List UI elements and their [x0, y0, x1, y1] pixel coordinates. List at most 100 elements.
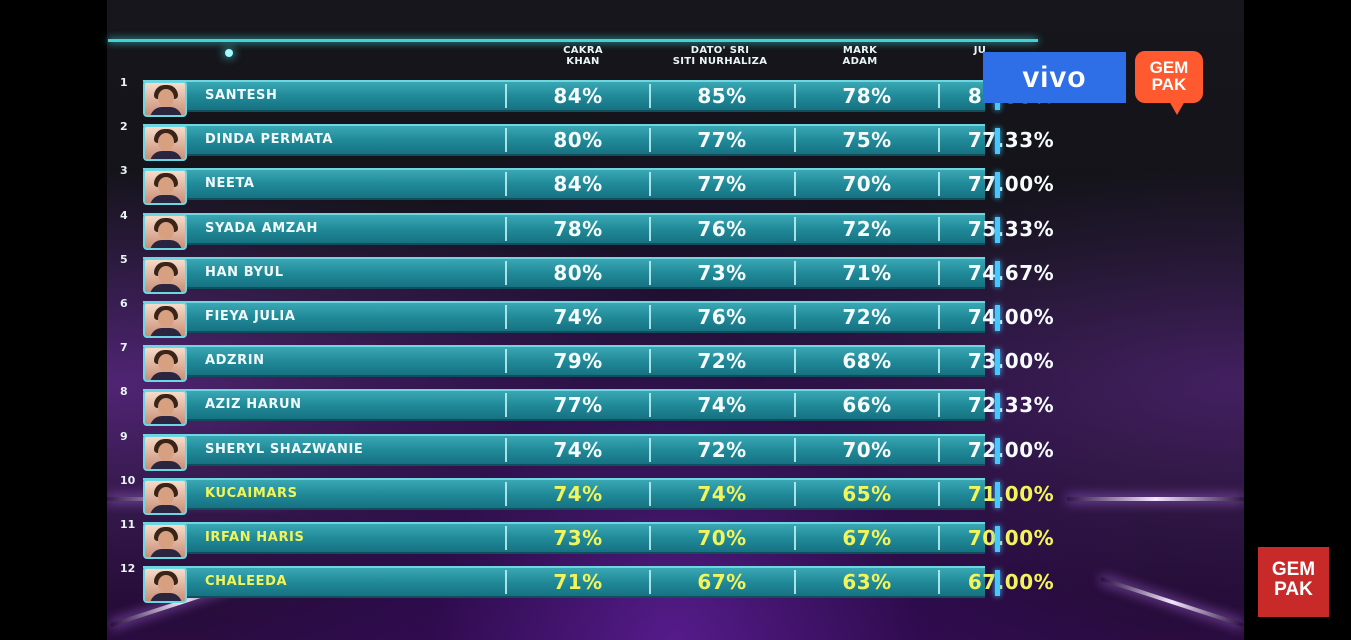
- average-score: 71.00%: [967, 482, 1055, 506]
- rank-number: 8: [120, 385, 128, 398]
- contestant-name: AZIZ HARUN: [205, 397, 302, 412]
- contestant-name: CHALEEDA: [205, 574, 288, 589]
- judge-header-4: JU: [973, 45, 987, 56]
- column-divider: [794, 217, 796, 241]
- judge-score: 76%: [697, 217, 747, 241]
- contestant-avatar: [143, 125, 187, 161]
- judge-score: 67%: [842, 526, 892, 550]
- row-endcap: [995, 172, 1000, 198]
- column-divider: [649, 438, 651, 462]
- column-divider: [505, 393, 507, 417]
- judge-score: 74%: [553, 482, 603, 506]
- column-divider: [938, 482, 940, 506]
- judge-score: 72%: [842, 305, 892, 329]
- stage-light-right: [1067, 497, 1244, 501]
- column-divider: [649, 570, 651, 594]
- scoreboard-frame-top: [108, 39, 1038, 42]
- contestant-name: NEETA: [205, 176, 255, 191]
- rank-number: 4: [120, 209, 128, 222]
- judge-score: 84%: [553, 172, 603, 196]
- judge-score: 74%: [697, 393, 747, 417]
- column-divider: [938, 438, 940, 462]
- judge-score: 70%: [697, 526, 747, 550]
- table-row: 7 ADZRIN 79% 72% 68% 73.00%: [120, 341, 1054, 382]
- rank-number: 1: [120, 76, 128, 89]
- contestant-avatar: [143, 302, 187, 338]
- judge-score: 70%: [842, 172, 892, 196]
- column-divider: [649, 217, 651, 241]
- judge-score: 73%: [553, 526, 603, 550]
- judge-score: 78%: [553, 217, 603, 241]
- contestant-avatar: [143, 523, 187, 559]
- contestant-name: ADZRIN: [205, 353, 265, 368]
- judge-score: 76%: [697, 305, 747, 329]
- column-divider: [794, 261, 796, 285]
- column-divider: [938, 172, 940, 196]
- column-divider: [649, 172, 651, 196]
- column-divider: [938, 84, 940, 108]
- judge-score: 65%: [842, 482, 892, 506]
- column-divider: [649, 261, 651, 285]
- column-divider: [938, 570, 940, 594]
- average-score: 74.67%: [967, 261, 1055, 285]
- column-divider: [938, 128, 940, 152]
- gempak-logo-top: GEM PAK: [1135, 51, 1203, 115]
- contestant-avatar: [143, 390, 187, 426]
- judge-score: 75%: [842, 128, 892, 152]
- contestant-avatar: [143, 214, 187, 250]
- table-row: 11 IRFAN HARIS 73% 70% 67% 70.00%: [120, 518, 1054, 559]
- average-score: 72.00%: [967, 438, 1055, 462]
- column-divider: [794, 349, 796, 373]
- table-row: 2 DINDA PERMATA 80% 77% 75% 77.33%: [120, 120, 1054, 161]
- column-divider: [505, 217, 507, 241]
- judge-score: 66%: [842, 393, 892, 417]
- column-divider: [938, 217, 940, 241]
- gempak-logo-corner: GEM PAK: [1258, 547, 1329, 617]
- column-divider: [938, 261, 940, 285]
- judge-score: 77%: [553, 393, 603, 417]
- contestant-avatar: [143, 567, 187, 603]
- rank-number: 6: [120, 297, 128, 310]
- judge-score: 63%: [842, 570, 892, 594]
- row-endcap: [995, 349, 1000, 375]
- rank-number: 10: [120, 474, 136, 487]
- table-row: 9 SHERYL SHAZWANIE 74% 72% 70% 72.00%: [120, 430, 1054, 471]
- average-score: 74.00%: [967, 305, 1055, 329]
- row-endcap: [995, 128, 1000, 154]
- judge-score: 72%: [697, 349, 747, 373]
- column-divider: [649, 128, 651, 152]
- contestant-name: SYADA AMZAH: [205, 221, 318, 236]
- row-endcap: [995, 305, 1000, 331]
- judge-score: 74%: [553, 305, 603, 329]
- contestant-name: HAN BYUL: [205, 265, 284, 280]
- contestant-name: SANTESH: [205, 88, 278, 103]
- judge-score: 73%: [697, 261, 747, 285]
- rank-number: 11: [120, 518, 136, 531]
- column-divider: [794, 305, 796, 329]
- column-divider: [505, 526, 507, 550]
- contestant-avatar: [143, 479, 187, 515]
- column-divider: [794, 570, 796, 594]
- judge-score: 84%: [553, 84, 603, 108]
- row-endcap: [995, 482, 1000, 508]
- average-score: 77.33%: [967, 128, 1055, 152]
- judge-score: 78%: [842, 84, 892, 108]
- judge-score: 71%: [842, 261, 892, 285]
- speech-tail-icon: [1169, 101, 1185, 115]
- column-divider: [505, 570, 507, 594]
- column-divider: [938, 305, 940, 329]
- column-divider: [938, 526, 940, 550]
- judge-score: 74%: [553, 438, 603, 462]
- judge-header-2: DATO' SRI SITI NURHALIZA: [672, 45, 768, 67]
- contestant-name: DINDA PERMATA: [205, 132, 334, 147]
- frame-glow-dot: [225, 49, 233, 57]
- column-divider: [649, 84, 651, 108]
- judge-score: 74%: [697, 482, 747, 506]
- contestant-name: IRFAN HARIS: [205, 530, 305, 545]
- column-divider: [649, 393, 651, 417]
- judge-score: 72%: [697, 438, 747, 462]
- contestant-name: KUCAIMARS: [205, 486, 298, 501]
- average-score: 70.00%: [967, 526, 1055, 550]
- judge-header-1: CAKRA KHAN: [563, 45, 603, 67]
